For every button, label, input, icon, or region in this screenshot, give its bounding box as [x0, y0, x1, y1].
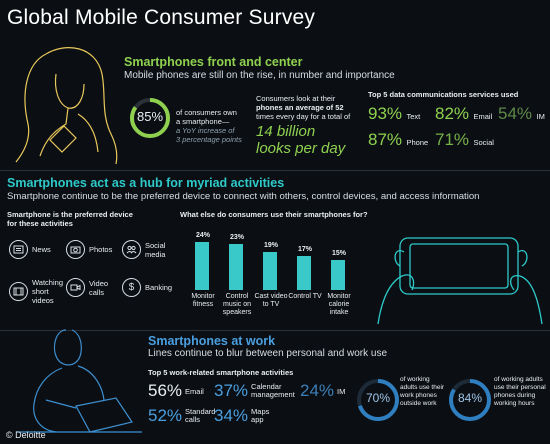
activity-label: Video calls [89, 278, 109, 297]
ring-percent: 85% [136, 109, 164, 124]
chart-bar [331, 260, 345, 290]
service-phone: 87% Phone [368, 130, 428, 150]
chart-category-label: Cast video to TV [254, 293, 288, 308]
work-calls: 52% Standard calls [148, 406, 215, 426]
work-services-title: Top 5 work-related smartphone activities [148, 368, 294, 377]
chart-value-label: 23% [229, 234, 244, 241]
film-icon [9, 282, 28, 301]
work-label: Maps app [251, 407, 270, 424]
work-pct: 52% [148, 406, 183, 425]
section-divider [0, 170, 550, 171]
activity-social-media: Social media [122, 240, 175, 259]
service-pct: 93% [368, 104, 403, 123]
personal-phone-ring [449, 379, 491, 421]
smartphone-ownership-ring [130, 98, 170, 138]
chart-bar [229, 244, 243, 290]
section-divider [0, 330, 550, 331]
work-im: 24% IM [300, 381, 345, 401]
look-text-2: phones an average of 52 [256, 103, 344, 112]
ring-text-2: a smartphone— [176, 117, 230, 126]
chart-bar [263, 252, 277, 290]
chart-value-label: 15% [331, 250, 346, 257]
social-icon [122, 240, 141, 259]
service-pct: 82% [435, 104, 470, 123]
service-label: Text [406, 112, 421, 121]
service-social: 71% Social [435, 130, 494, 150]
section2-subheading: Smartphone continue to be the preferred … [7, 191, 480, 202]
service-im: 54% IM [498, 104, 545, 124]
service-label: Phone [406, 138, 429, 147]
work-email: 56% Email [148, 381, 204, 401]
chart-bar [195, 242, 209, 290]
work-pct: 37% [214, 381, 249, 400]
chart-category-label: Control music on speakers [222, 293, 252, 316]
camera-icon [66, 240, 85, 259]
footer-logo: © Deloitte [6, 430, 46, 440]
pref-title-1: Smartphone is the preferred device [7, 210, 133, 219]
section3-subheading: Lines continue to blur between personal … [148, 348, 388, 359]
ring-text-3: a YoY increase of [176, 126, 235, 135]
service-label: IM [536, 112, 545, 121]
service-label: Social [473, 138, 494, 147]
service-pct: 54% [498, 104, 533, 123]
activity-news: News [9, 240, 51, 259]
activity-label: Social media [145, 240, 166, 259]
activity-banking: $ Banking [122, 278, 172, 297]
activity-label: Banking [145, 283, 173, 292]
ring2-text: of working adults use their personal pho… [494, 376, 546, 407]
work-pct: 56% [148, 381, 183, 400]
work-phone-ring [357, 379, 399, 421]
look-big-2: looks per day [256, 140, 346, 157]
video-call-icon [66, 278, 85, 297]
services-title: Top 5 data communications services used [368, 90, 519, 99]
ring1-text: of working adults use their work phones … [400, 376, 445, 407]
work-label: Standard calls [185, 407, 216, 424]
work-pct: 34% [214, 406, 249, 425]
ring-text-4: 3 percentage points [176, 135, 242, 144]
section3-heading: Smartphones at work [148, 334, 276, 348]
news-icon [9, 240, 28, 259]
hands-holding-phone-illustration [377, 237, 543, 325]
chart-value-label: 24% [195, 232, 210, 239]
chart-category-label: Monitor fitness [191, 293, 215, 308]
activity-photos: Photos [66, 240, 112, 259]
section1-heading: Smartphones front and center [124, 55, 303, 69]
woman-with-phone-illustration [15, 47, 118, 165]
activity-label: Watching short videos [32, 278, 63, 305]
man-with-laptop-illustration [16, 329, 142, 433]
section2-heading: Smartphones act as a hub for myriad acti… [7, 176, 285, 190]
ring-text-1: of consumers own [176, 108, 237, 117]
work-calendar: 37% Calendar management [214, 381, 303, 401]
chart-value-label: 19% [263, 242, 278, 249]
activity-short-videos: Watching short videos [9, 278, 68, 305]
service-pct: 87% [368, 130, 403, 149]
chart-category-label: Monitor calorie intake [327, 293, 351, 316]
service-email: 82% Email [435, 104, 492, 124]
chart-title: What else do consumers use their smartph… [180, 210, 368, 219]
page-title: Global Mobile Consumer Survey [7, 6, 316, 29]
section1-subheading: Mobile phones are still on the rise, in … [124, 70, 395, 81]
look-text-1: Consumers look at their [256, 94, 336, 103]
ring-percent: 84% [457, 391, 483, 405]
look-text-3: times every day for a total of [256, 112, 351, 121]
work-maps: 34% Maps app [214, 406, 279, 426]
work-pct: 24% [300, 381, 335, 400]
work-label: Email [185, 386, 204, 396]
service-pct: 71% [435, 130, 470, 149]
look-big-1: 14 billion [256, 123, 316, 140]
activity-label: News [32, 245, 51, 254]
service-label: Email [473, 112, 493, 121]
usage-bar-chart: 24% Monitor fitness 23% Control music on sp… [186, 232, 356, 322]
chart-value-label: 17% [297, 246, 312, 253]
chart-bar [297, 256, 311, 290]
chart-category-label: Control TV [288, 293, 322, 300]
work-label: IM [337, 386, 346, 396]
activity-label: Photos [89, 245, 113, 254]
work-label: Calendar management [251, 382, 295, 399]
activity-video-calls: Video calls [66, 278, 115, 297]
banking-icon: $ [122, 278, 141, 297]
pref-title-2: for these activities [7, 219, 73, 228]
ring-percent: 70% [365, 391, 391, 405]
service-text: 93% Text [368, 104, 420, 124]
